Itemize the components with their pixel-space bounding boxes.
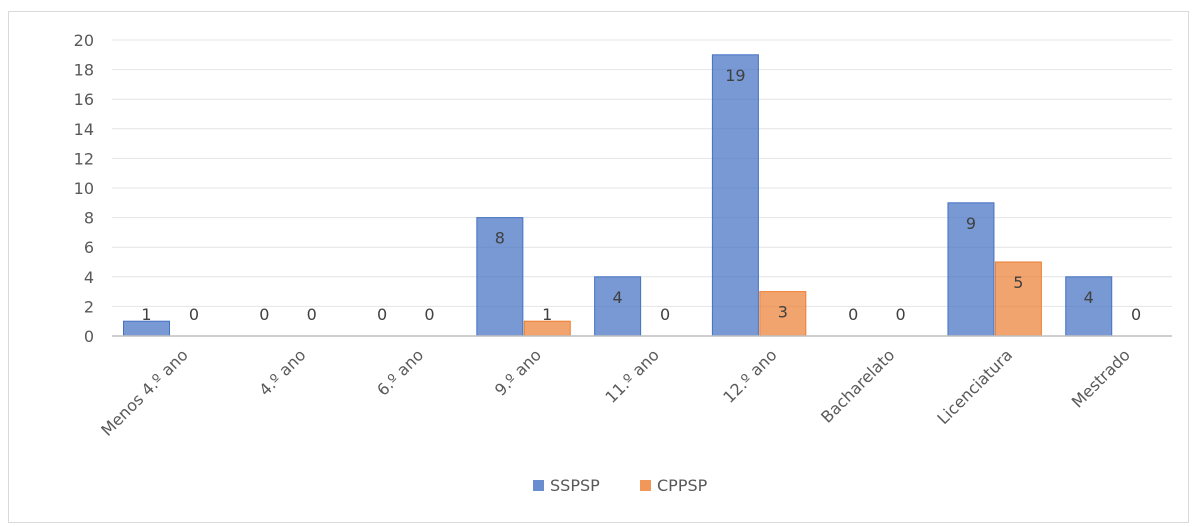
data-label: 19: [725, 66, 745, 85]
data-label: 0: [848, 305, 858, 324]
data-label: 0: [259, 305, 269, 324]
x-tick-label: 6.º ano: [373, 345, 427, 399]
data-label: 0: [896, 305, 906, 324]
x-tick-label: Licenciatura: [933, 345, 1016, 428]
data-label: 0: [660, 305, 670, 324]
data-label: 8: [495, 229, 505, 248]
bars: [123, 54, 1113, 337]
legend-label-cppsp: CPPSP: [657, 476, 708, 495]
legend: SSPSP CPPSP: [533, 476, 708, 495]
data-label: 3: [778, 303, 788, 322]
x-tick-label: Mestrado: [1068, 345, 1134, 411]
y-tick-label: 14: [74, 120, 94, 139]
bar-sspsp: [711, 54, 759, 337]
data-labels: 1 0 0 0 0 0 8 1 4 0 19 3 0 0 9 5 4 0: [141, 66, 1141, 324]
x-tick-label: 12.º ano: [719, 345, 780, 406]
y-tick-label: 2: [84, 297, 94, 316]
data-label: 4: [1084, 288, 1094, 307]
y-tick-label: 12: [74, 149, 94, 168]
data-label: 0: [377, 305, 387, 324]
x-axis-categories: Menos 4.º ano 4.º ano 6.º ano 9.º ano 11.º a…: [97, 345, 1134, 439]
data-label: 0: [1131, 305, 1141, 324]
y-tick-label: 10: [74, 179, 94, 198]
data-label: 0: [189, 305, 199, 324]
x-tick-label: Menos 4.º ano: [97, 345, 191, 439]
data-label: 0: [307, 305, 317, 324]
legend-swatch-sspsp: [533, 480, 544, 491]
y-tick-label: 20: [74, 31, 94, 50]
x-tick-label: 4.º ano: [255, 345, 309, 399]
y-tick-label: 0: [84, 327, 94, 346]
data-label: 1: [141, 305, 151, 324]
x-tick-label: Bacharelato: [817, 345, 898, 426]
data-label: 9: [966, 214, 976, 233]
x-tick-label: 9.º ano: [491, 345, 545, 399]
data-label: 1: [542, 305, 552, 324]
bar-cppsp: [994, 261, 1042, 337]
legend-swatch-cppsp: [640, 480, 651, 491]
bar-sspsp: [947, 202, 995, 337]
y-tick-label: 6: [84, 238, 94, 257]
y-tick-label: 16: [74, 90, 94, 109]
y-tick-label: 8: [84, 209, 94, 228]
y-tick-label: 18: [74, 61, 94, 80]
data-label: 0: [424, 305, 434, 324]
data-label: 4: [613, 288, 623, 307]
y-axis-ticks: 0 2 4 6 8 10 12 14 16 18 20: [74, 31, 94, 346]
bar-cppsp: [759, 291, 807, 337]
y-tick-label: 4: [84, 268, 94, 287]
x-tick-label: 11.º ano: [601, 345, 662, 406]
legend-label-sspsp: SSPSP: [550, 476, 600, 495]
data-label: 5: [1013, 273, 1023, 292]
